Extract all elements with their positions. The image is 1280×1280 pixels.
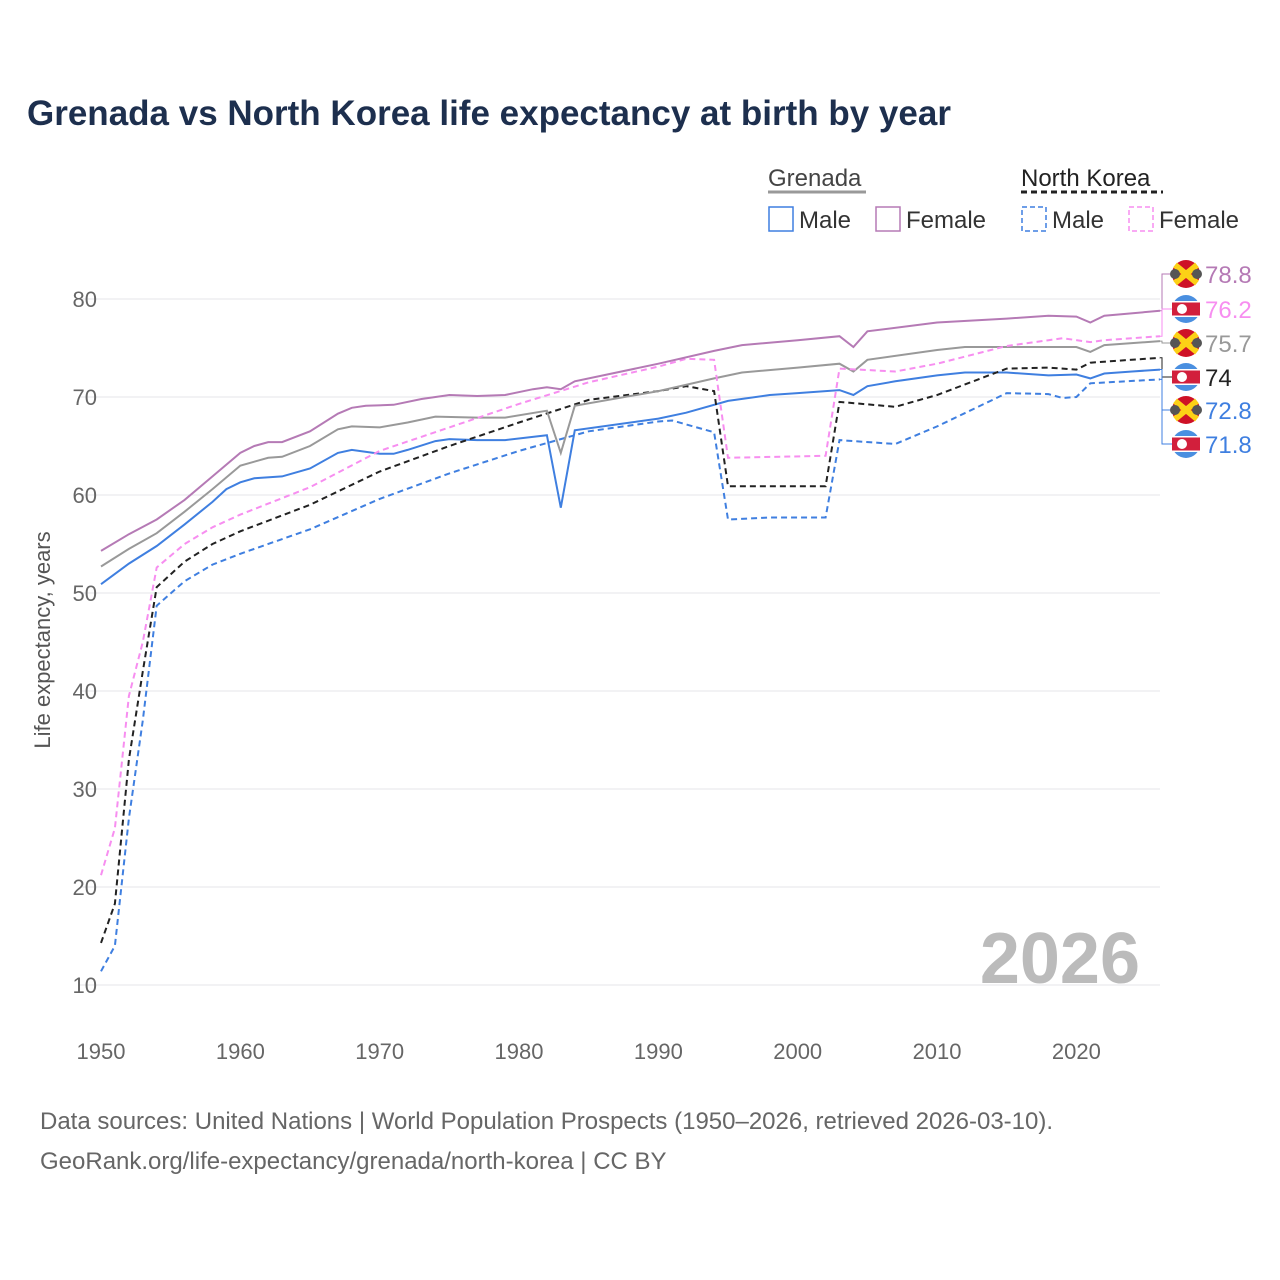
source-url[interactable]: GeoRank.org/life-expectancy/grenada/nort…: [40, 1148, 667, 1175]
x-tick-label: 1980: [495, 1039, 544, 1064]
series-line-grenada-female: [100, 309, 1161, 552]
north-korea-flag-icon: [1172, 363, 1200, 391]
legend-swatch-nk-male: [1021, 206, 1047, 232]
legend: Grenada Male Female North Korea Male Fem…: [768, 165, 1239, 234]
grenada-flag-icon: [1170, 260, 1202, 288]
end-value-label: 71.8: [1205, 432, 1252, 459]
legend-grenada-female[interactable]: Female: [906, 207, 986, 234]
chart-title: Grenada vs North Korea life expectancy a…: [27, 94, 951, 133]
y-tick-label: 70: [73, 385, 97, 410]
end-value-label: 74: [1205, 365, 1232, 392]
source-text: Data sources: United Nations | World Pop…: [40, 1108, 1054, 1135]
y-axis-label: Life expectancy, years: [30, 531, 55, 748]
legend-nk-male[interactable]: Male: [1052, 207, 1104, 234]
y-tick-label: 30: [73, 777, 97, 802]
legend-nk-female[interactable]: Female: [1159, 207, 1239, 234]
legend-swatch-grenada-female: [875, 206, 901, 232]
series-line-north-korea: [100, 356, 1161, 944]
x-tick-label: 1960: [216, 1039, 265, 1064]
y-tick-label: 10: [73, 973, 97, 998]
end-value-label: 76.2: [1205, 297, 1252, 324]
label-connector: [1160, 340, 1172, 344]
legend-swatch-grenada-male: [768, 206, 794, 232]
end-value-label: 75.7: [1205, 331, 1252, 358]
end-value-label: 78.8: [1205, 262, 1252, 289]
series-line-grenada-male: [100, 368, 1161, 586]
north-korea-flag-icon: [1172, 430, 1200, 458]
x-tick-label: 2020: [1052, 1039, 1101, 1064]
x-tick-label: 1950: [77, 1039, 126, 1064]
north-korea-flag-icon: [1172, 295, 1200, 323]
series-line-grenada: [100, 340, 1161, 568]
series-line-north-korea-female: [100, 335, 1161, 876]
legend-group-grenada: Grenada: [768, 165, 862, 192]
series-line-north-korea-male: [100, 378, 1161, 972]
y-tick-label: 40: [73, 679, 97, 704]
y-tick-label: 20: [73, 875, 97, 900]
y-tick-label: 50: [73, 581, 97, 606]
grenada-flag-icon: [1170, 329, 1202, 357]
year-watermark: 2026: [980, 919, 1140, 999]
label-connector: [1160, 357, 1172, 378]
x-tick-label: 1970: [355, 1039, 404, 1064]
y-tick-label: 80: [73, 287, 97, 312]
legend-group-north-korea: North Korea: [1021, 165, 1151, 192]
legend-grenada-male[interactable]: Male: [799, 207, 851, 234]
y-tick-label: 60: [73, 483, 97, 508]
grenada-flag-icon: [1170, 396, 1202, 424]
x-tick-label: 1990: [634, 1039, 683, 1064]
label-connector: [1160, 273, 1172, 312]
x-tick-label: 2000: [773, 1039, 822, 1064]
end-value-label: 72.8: [1205, 398, 1252, 425]
x-tick-label: 2010: [913, 1039, 962, 1064]
label-connector: [1160, 308, 1172, 337]
label-connector: [1160, 378, 1172, 445]
legend-swatch-nk-female: [1128, 206, 1154, 232]
